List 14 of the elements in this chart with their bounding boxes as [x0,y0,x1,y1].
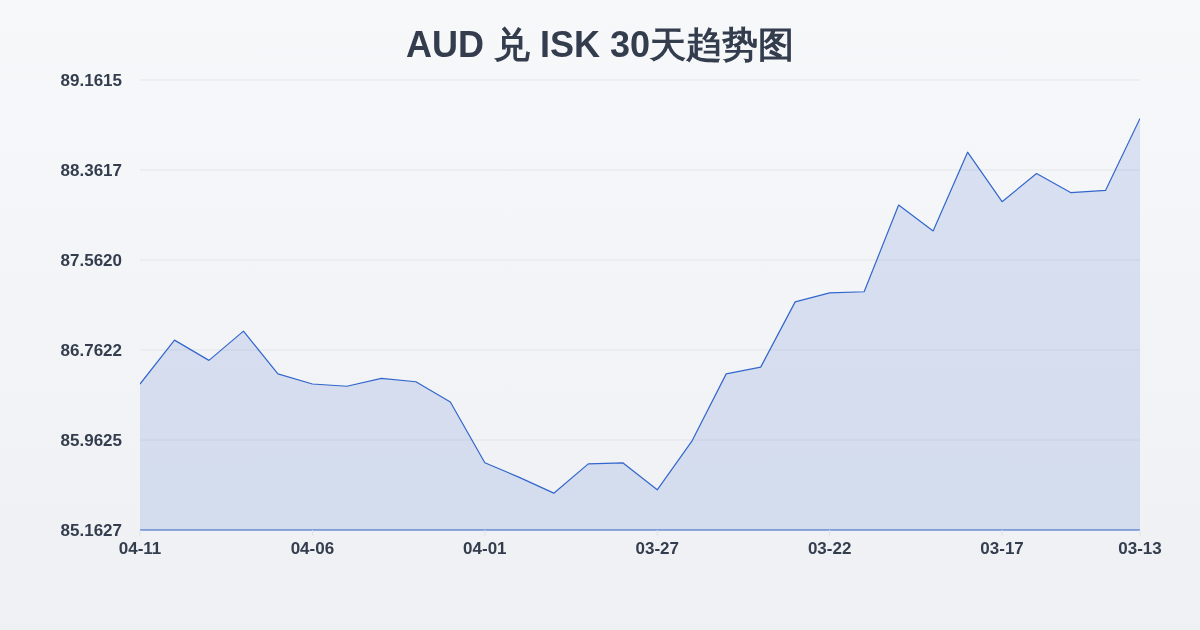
x-tick-label: 03-22 [807,539,852,559]
x-tick-label: 03-13 [1118,539,1162,559]
x-tick-label: 03-17 [980,539,1024,559]
x-tick-label: 04-06 [290,539,335,559]
x-tick-label: 03-27 [635,539,679,559]
y-tick-label: 89.1615 [60,71,122,91]
y-tick-label: 85.9625 [60,431,122,451]
x-tick-label: 04-11 [118,539,162,559]
y-tick-label: 88.3617 [60,161,122,181]
chart-title: AUD 兑 ISK 30天趋势图 [404,23,796,67]
y-tick-label: 85.1627 [60,521,122,541]
y-tick-label: 86.7622 [60,341,122,361]
x-tick-label: 04-01 [463,539,507,559]
y-tick-label: 87.5620 [60,251,122,271]
